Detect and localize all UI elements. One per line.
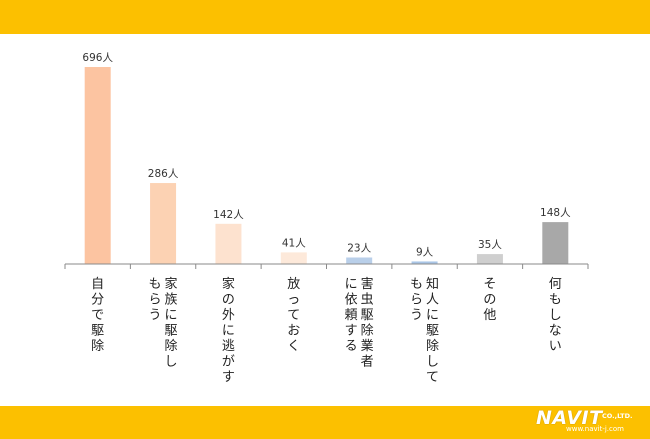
bar-7 — [476, 254, 503, 264]
company-logo: NAVIT CO.,LTD. www.navit-j.com — [536, 407, 644, 435]
value-label-6: 9人 — [416, 246, 434, 258]
category-label-char: 族 — [165, 292, 178, 308]
category-label-char: る — [345, 339, 358, 354]
category-label-char: 害 — [361, 276, 374, 292]
category-label-char: も — [549, 293, 562, 308]
category-label-char: 放 — [287, 277, 300, 292]
bottom-band — [0, 406, 650, 439]
category-label-char: そ — [483, 277, 496, 292]
category-label-char: お — [287, 324, 300, 339]
category-label-char: 何 — [549, 276, 562, 292]
bar-3 — [215, 223, 242, 264]
category-label-char: も — [410, 277, 423, 292]
category-label-char: が — [222, 355, 235, 370]
category-label-char: う — [149, 308, 162, 323]
category-label-char: に — [222, 324, 235, 339]
category-label-char: ら — [149, 293, 162, 308]
category-label-char: 除 — [91, 339, 104, 354]
value-label-1: 696人 — [82, 52, 113, 64]
category-label-char: し — [426, 355, 439, 370]
category-label-char: く — [287, 339, 300, 354]
category-label-char: に — [165, 308, 178, 323]
category-label-char: 依 — [345, 293, 358, 308]
category-label-char: す — [222, 370, 235, 385]
value-label-8: 148人 — [540, 207, 571, 219]
category-label-char: 自 — [91, 277, 104, 292]
category-label-char: 外 — [222, 308, 235, 323]
bar-5 — [346, 257, 373, 264]
category-label-char: て — [426, 370, 439, 385]
category-label-char: し — [165, 355, 178, 370]
category-label-char: 駆 — [165, 324, 178, 339]
category-label-char: う — [410, 308, 423, 323]
category-label-char: の — [483, 293, 496, 308]
category-label-char: て — [287, 308, 300, 323]
category-label-char: す — [345, 324, 358, 339]
category-label-char: 駆 — [361, 308, 374, 323]
category-label-char: 虫 — [361, 293, 374, 308]
category-label-char: に — [426, 308, 439, 323]
logo-url: www.navit-j.com — [566, 425, 624, 433]
category-label-char: 除 — [426, 339, 439, 354]
category-label-char: 業 — [361, 338, 374, 354]
category-label-char: 分 — [91, 293, 104, 308]
bar-6 — [411, 261, 438, 264]
category-label-char: 駆 — [426, 324, 439, 339]
category-label-char: な — [549, 324, 562, 339]
bar-1 — [84, 67, 111, 264]
category-label-char: に — [345, 277, 358, 292]
bar-2 — [150, 183, 177, 264]
value-label-4: 41人 — [282, 237, 306, 249]
bar-8 — [542, 222, 569, 264]
category-label-char: 知 — [426, 276, 439, 292]
bar-4 — [280, 252, 307, 264]
category-label-char: 家 — [165, 276, 178, 292]
value-label-7: 35人 — [478, 239, 502, 251]
category-label-char: で — [91, 308, 104, 323]
category-label-char: 者 — [361, 355, 374, 370]
value-label-5: 23人 — [347, 242, 371, 254]
top-band — [0, 0, 650, 34]
value-label-2: 286人 — [148, 168, 179, 180]
category-label-char: の — [222, 293, 235, 308]
category-label-char: っ — [287, 293, 300, 308]
value-label-3: 142人 — [213, 209, 244, 221]
category-label-char: 家 — [222, 276, 235, 292]
category-label-char: 逃 — [222, 339, 235, 354]
category-label-char: 除 — [165, 339, 178, 354]
category-label-char: し — [549, 308, 562, 323]
category-label-char: 除 — [361, 324, 374, 339]
logo-company-suffix: CO.,LTD. — [602, 412, 633, 420]
category-label-char: 他 — [483, 308, 496, 323]
category-label-char: 頼 — [345, 308, 358, 323]
category-label-char: 駆 — [91, 324, 104, 339]
category-label-char: も — [149, 277, 162, 292]
category-label-char: ら — [410, 293, 423, 308]
category-label-char: い — [549, 339, 562, 354]
category-label-char: 人 — [426, 293, 439, 308]
logo-text: NAVIT — [536, 407, 603, 429]
